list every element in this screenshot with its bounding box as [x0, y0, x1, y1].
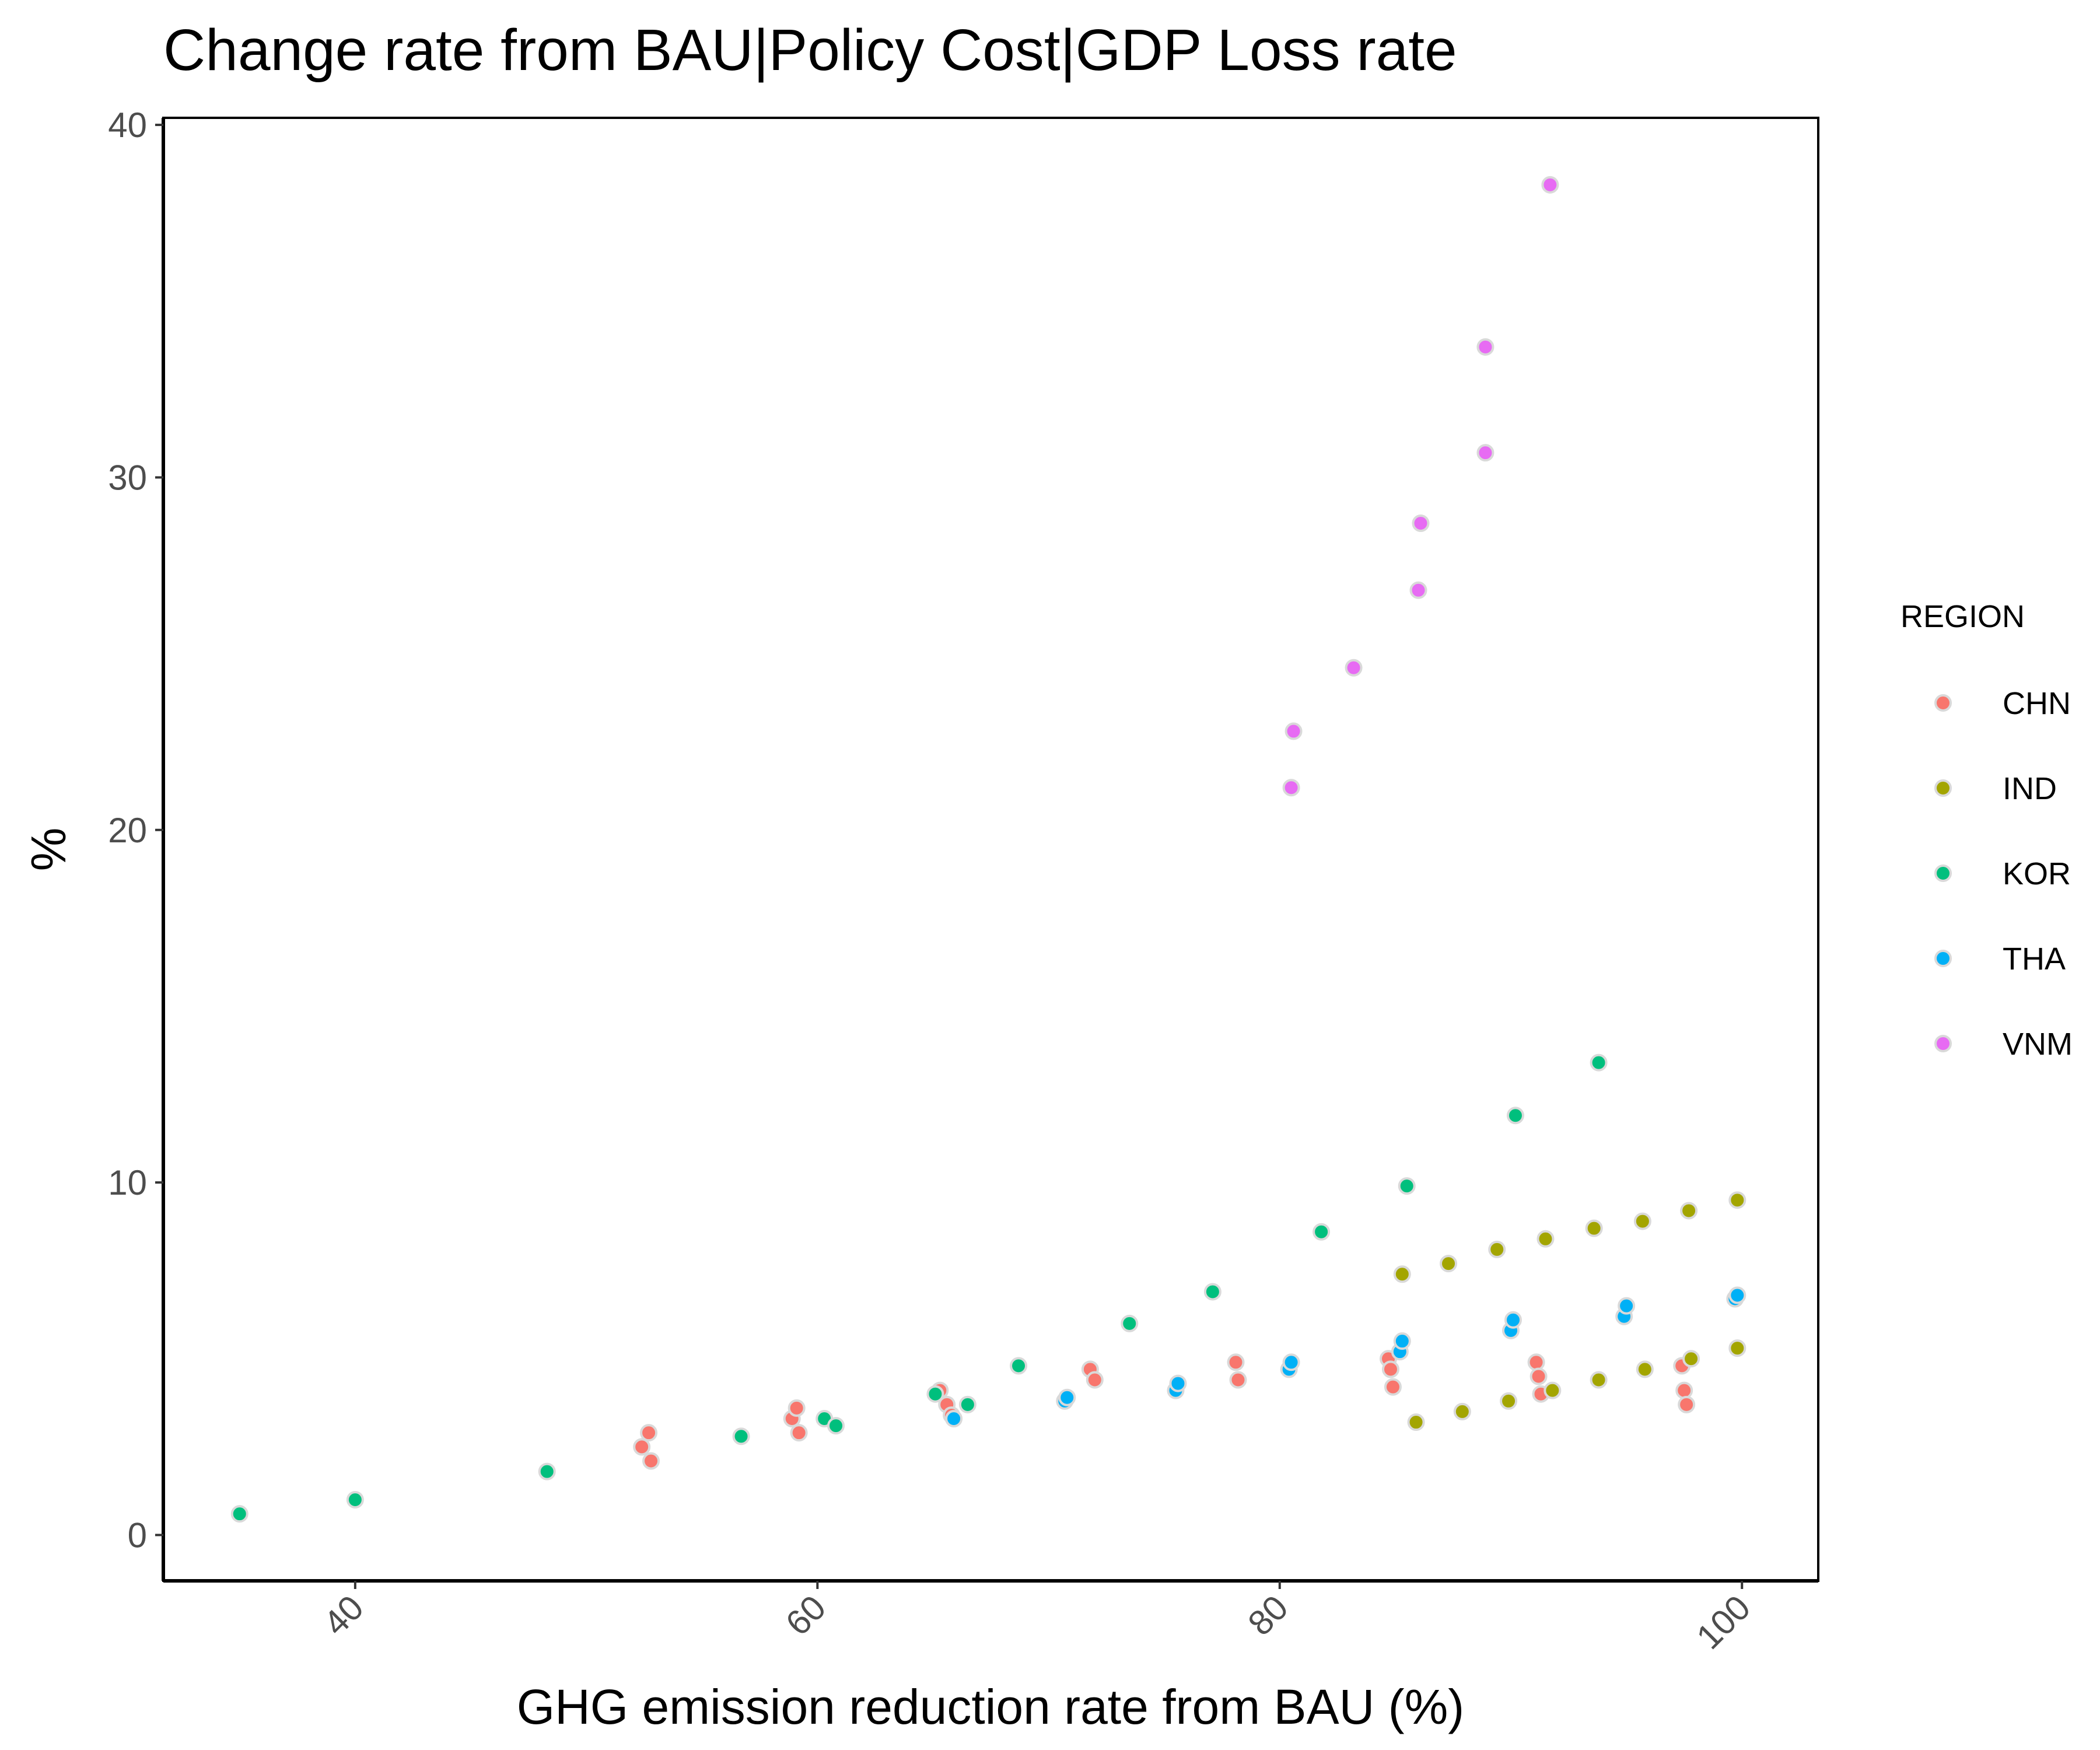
data-point: [1476, 338, 1494, 356]
data-point: [1476, 444, 1494, 462]
data-point: [1544, 1381, 1562, 1399]
data-point: [1728, 1339, 1746, 1357]
data-point: [1312, 1223, 1331, 1241]
data-point: [1636, 1360, 1654, 1378]
data-point: [1381, 1360, 1399, 1378]
data-point: [1409, 581, 1427, 599]
data-point: [1284, 722, 1303, 740]
data-point: [1590, 1371, 1608, 1389]
legend-title: REGION: [1901, 599, 2025, 634]
data-point: [1618, 1297, 1636, 1315]
legend-label: KOR: [2003, 856, 2071, 891]
data-point: [1728, 1286, 1746, 1304]
data-point: [1398, 1177, 1416, 1195]
chart-title: Change rate from BAU|Policy Cost|GDP Los…: [163, 18, 1457, 83]
series-vnm: [1282, 176, 1559, 797]
data-point: [1675, 1381, 1693, 1399]
data-point: [1585, 1219, 1603, 1237]
legend-swatch: [1934, 694, 1952, 712]
data-point: [1728, 1191, 1746, 1209]
series-tha: [945, 1286, 1746, 1428]
x-axis-title: GHG emission reduction rate from BAU (%): [517, 1679, 1464, 1734]
data-point: [538, 1462, 556, 1480]
data-point: [1203, 1283, 1222, 1301]
data-point: [788, 1399, 806, 1417]
legend-item-vnm: VNM: [1934, 1027, 2073, 1062]
data-point: [1453, 1402, 1471, 1420]
legend-label: CHN: [2003, 686, 2071, 721]
legend-item-tha: THA: [1934, 942, 2066, 977]
data-point: [958, 1395, 977, 1413]
legend-swatch: [1934, 950, 1952, 967]
y-tick-label: 10: [108, 1163, 147, 1202]
data-point: [1282, 779, 1300, 797]
legend-item-ind: IND: [1934, 771, 2057, 806]
data-point: [945, 1410, 963, 1428]
data-point: [1086, 1371, 1104, 1389]
legend-label: VNM: [2003, 1027, 2073, 1062]
legend-items: CHN IND KOR THA VNM: [1934, 686, 2073, 1062]
data-point: [1678, 1395, 1696, 1413]
y-axis-ticks: 0 10 20 30 40: [108, 106, 163, 1555]
data-points: [230, 176, 1746, 1523]
series-kor: [230, 1054, 1608, 1523]
data-point: [1506, 1107, 1524, 1125]
data-point: [633, 1438, 651, 1456]
data-point: [1058, 1388, 1076, 1406]
legend-swatch: [1934, 1035, 1952, 1052]
data-point: [1010, 1357, 1028, 1375]
data-point: [642, 1452, 660, 1470]
series-ind: [1393, 1191, 1746, 1432]
data-point: [1680, 1202, 1698, 1220]
data-point: [790, 1424, 808, 1442]
legend-swatch: [1934, 779, 1952, 797]
data-point: [1412, 514, 1430, 532]
data-point: [1169, 1374, 1187, 1392]
data-point: [1384, 1378, 1402, 1396]
data-point: [1530, 1367, 1548, 1385]
data-point: [1407, 1413, 1425, 1432]
legend: REGION CHN IND KOR THA VNM: [1901, 599, 2073, 1062]
data-point: [1121, 1314, 1139, 1332]
data-point: [230, 1505, 249, 1523]
data-point: [640, 1424, 658, 1442]
data-point: [1541, 176, 1559, 194]
data-point: [1229, 1371, 1247, 1389]
legend-item-chn: CHN: [1934, 686, 2071, 721]
y-tick-label: 20: [108, 811, 147, 850]
data-point: [1440, 1255, 1458, 1273]
data-point: [1488, 1240, 1506, 1258]
data-point: [827, 1417, 845, 1435]
y-tick-label: 30: [108, 458, 147, 497]
data-point: [1393, 1265, 1411, 1283]
data-point: [1500, 1392, 1518, 1410]
data-point: [1527, 1353, 1545, 1371]
legend-item-kor: KOR: [1934, 856, 2071, 891]
data-point: [1590, 1054, 1608, 1072]
data-point: [926, 1385, 944, 1403]
data-point: [1633, 1212, 1651, 1230]
data-point: [1682, 1350, 1700, 1368]
legend-label: THA: [2003, 942, 2066, 977]
data-point: [1345, 659, 1363, 677]
data-point: [1393, 1332, 1411, 1350]
data-point: [1536, 1230, 1555, 1248]
legend-swatch: [1934, 864, 1952, 882]
y-tick-label: 40: [108, 106, 147, 145]
y-tick-label: 0: [128, 1516, 147, 1555]
legend-label: IND: [2003, 771, 2057, 806]
data-point: [732, 1427, 750, 1446]
data-point: [346, 1491, 364, 1509]
data-point: [1227, 1353, 1245, 1371]
data-point: [1282, 1353, 1300, 1371]
data-point: [1504, 1311, 1522, 1329]
y-axis-title: %: [21, 828, 76, 872]
